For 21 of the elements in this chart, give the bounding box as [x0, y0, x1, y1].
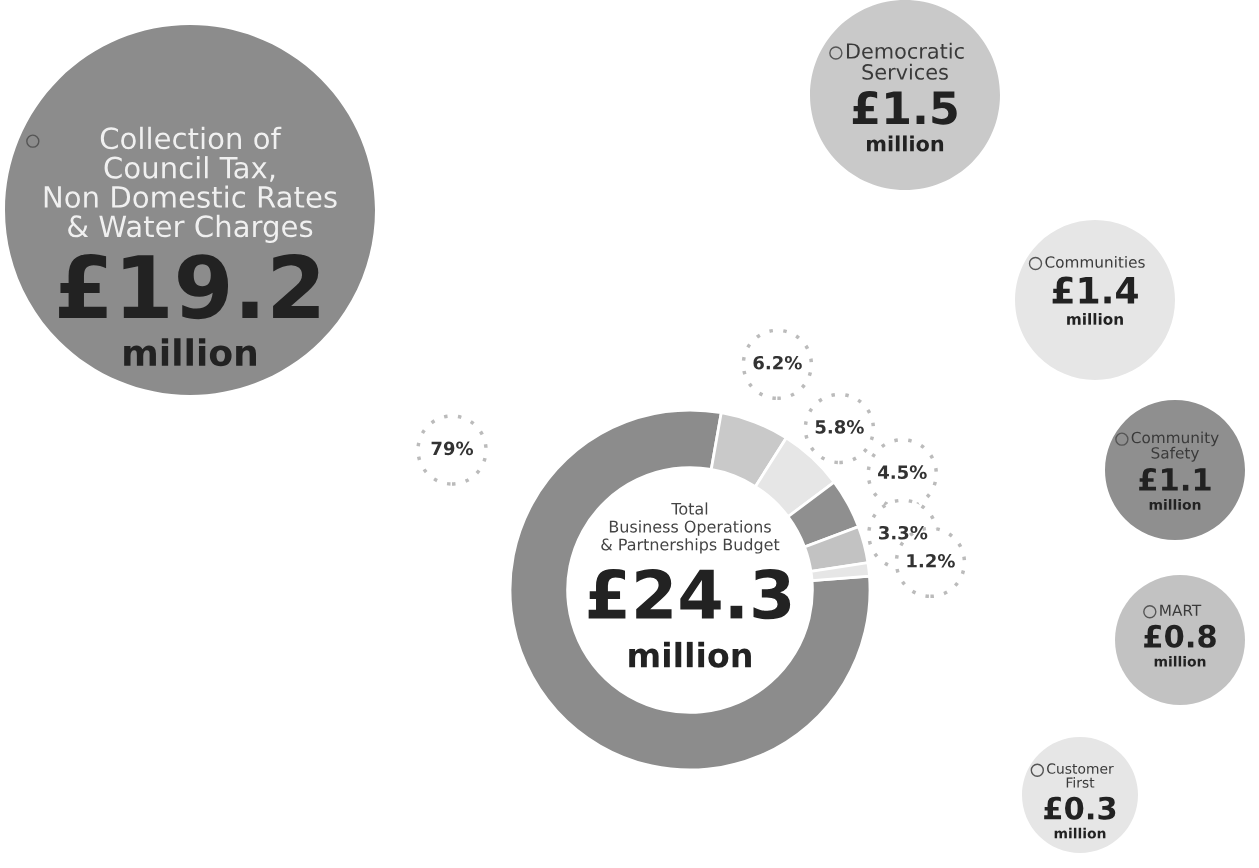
- legend-label: Democratic Services: [847, 42, 964, 80]
- legend-label: MART: [1160, 604, 1202, 616]
- data-label: 5.8%: [815, 420, 864, 434]
- text: £19.2 million: [59, 254, 319, 367]
- legend-label: Customer First: [1047, 763, 1114, 788]
- text: £1.5 million: [852, 91, 957, 152]
- donut-slice: [508, 408, 872, 772]
- data-label: 3.3%: [879, 525, 928, 540]
- data-label: 6.2%: [753, 355, 802, 370]
- data-label: 1.2%: [907, 553, 955, 568]
- data-label: 4.5%: [878, 465, 927, 480]
- text: £0.8 million: [1144, 624, 1216, 667]
- legend-label: Community Safety: [1131, 431, 1219, 462]
- text: Total Business Operations & Partnerships Budget: [601, 502, 780, 554]
- data-label: 79%: [431, 441, 474, 456]
- text: £0.3 million: [1044, 796, 1116, 839]
- text: £1.1 million: [1139, 467, 1211, 510]
- text: £24.3 million: [588, 568, 791, 668]
- text: £1.4 million: [1052, 276, 1138, 325]
- legend-label: Communities: [1045, 256, 1145, 268]
- legend-label: Collection of Council Tax, Non Domestic Rates & Water Charges: [44, 126, 337, 243]
